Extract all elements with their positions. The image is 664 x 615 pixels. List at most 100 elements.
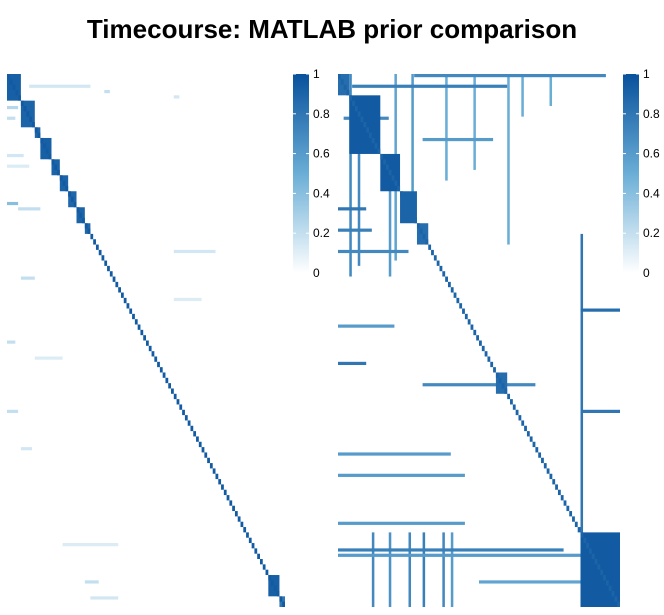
heatmap-diagonal-cell-31: [425, 239, 429, 245]
heatmap-diagonal-cell-65: [521, 420, 525, 426]
heatmap-diagonal-cell-13: [43, 143, 46, 149]
colorbar-tick-label: 0.8: [643, 107, 660, 121]
heatmap-diagonal-cell-25: [76, 207, 80, 213]
heatmap-diagonal-cell-7: [357, 111, 361, 117]
heatmap-diagonal-cell-9: [32, 121, 35, 128]
heatmap-diagonal-cell-73: [543, 463, 547, 469]
heatmap-diagonal-cell-45: [132, 313, 135, 320]
heatmap-row-segment-13: [338, 473, 465, 477]
heatmap-diagonal-cell-35: [436, 260, 440, 266]
heatmap-diagonal-cell-61: [176, 399, 180, 405]
heatmap-diagonal-cell-0: [7, 74, 10, 80]
heatmap-row-segment-1: [352, 84, 508, 88]
heatmap-diagonal-cell-33: [98, 249, 102, 256]
heatmap-diagonal-cell-24: [405, 201, 409, 208]
heatmap-row-segment-2: [104, 89, 110, 94]
heatmap-diagonal-cell-93: [265, 569, 269, 576]
heatmap-diagonal-cell-99: [282, 601, 285, 607]
heatmap-diagonal-cell-4: [349, 95, 353, 101]
heatmap-row-segment-8: [338, 324, 395, 328]
heatmap-diagonal-cell-22: [68, 191, 71, 197]
heatmap-diagonal-cell-27: [82, 217, 85, 224]
colorbar-tick-label: 0.2: [643, 226, 660, 240]
heatmap-diagonal-cell-38: [112, 276, 116, 282]
heatmap-diagonal-cell-70: [201, 447, 205, 453]
heatmap-diagonal-cell-10: [34, 127, 38, 133]
heatmap-row-segment-18: [90, 596, 119, 600]
heatmap-row-segment-4: [338, 207, 367, 211]
heatmap-stripe-6: [473, 74, 476, 170]
heatmap-diagonal-cell-20: [394, 180, 398, 186]
heatmap-diagonal-cell-50: [146, 340, 149, 346]
heatmap-row-segment-14: [338, 521, 465, 525]
heatmap-diagonal-cell-38: [445, 276, 448, 282]
heatmap-diagonal-cell-31: [93, 239, 96, 245]
heatmap-diagonal-cell-50: [479, 340, 482, 346]
heatmap-diagonal-cell-48: [473, 329, 477, 336]
heatmap-diagonal-cell-70: [535, 447, 539, 453]
heatmap-diagonal-cell-43: [126, 303, 130, 309]
heatmap-diagonal-cell-83: [237, 516, 241, 522]
heatmap-stripe-16: [450, 532, 454, 607]
heatmap-diagonal-cell-83: [572, 516, 575, 522]
heatmap-diagonal-cell-30: [422, 233, 426, 240]
heatmap-diagonal-cell-67: [193, 431, 197, 437]
heatmap-diagonal-cell-8: [29, 116, 33, 122]
heatmap-diagonal-cell-37: [442, 271, 446, 277]
heatmap-diagonal-cell-29: [87, 228, 91, 234]
colorbar-gradient: [293, 74, 309, 273]
heatmap-diagonal-cell-2: [343, 84, 347, 90]
heatmap-diagonal-cell-76: [552, 479, 556, 485]
heatmap-diagonal-cell-18: [57, 169, 60, 176]
heatmap-diagonal-cell-62: [179, 404, 183, 410]
heatmap-diagonal-cell-26: [411, 212, 415, 218]
heatmap-stripe-7: [507, 74, 510, 245]
heatmap-diagonal-cell-81: [566, 505, 570, 512]
heatmap-diagonal-cell-87: [583, 537, 587, 544]
heatmap-diagonal-cell-52: [484, 351, 488, 357]
colorbar-tick-label: 0.8: [313, 107, 330, 121]
colorbar-tick-label: 0.2: [313, 226, 330, 240]
heatmap-diagonal-cell-91: [259, 559, 263, 565]
heatmap-diagonal-cell-57: [165, 377, 169, 384]
heatmap-diagonal-cell-34: [433, 255, 437, 261]
heatmap-diagonal-cell-88: [251, 543, 255, 549]
heatmap-diagonal-cell-49: [476, 335, 479, 341]
heatmap-diagonal-cell-94: [268, 575, 272, 581]
heatmap-diagonal-cell-37: [109, 271, 113, 277]
heatmap-diagonal-cell-75: [215, 473, 219, 480]
heatmap-diagonal-cell-53: [154, 356, 158, 362]
heatmap-diagonal-cell-91: [594, 559, 598, 565]
heatmap-diagonal-cell-80: [563, 500, 567, 506]
heatmap-diagonal-cell-54: [157, 361, 160, 368]
heatmap-diagonal-cell-2: [12, 84, 16, 90]
heatmap-stripe-9: [549, 74, 553, 106]
heatmap-diagonal-cell-23: [70, 196, 74, 202]
heatmap-diagonal-cell-40: [450, 287, 454, 293]
heatmap-stripe-14: [422, 532, 426, 607]
heatmap-diagonal-cell-46: [134, 319, 138, 325]
heatmap-diagonal-cell-94: [603, 575, 606, 581]
heatmap-diagonal-cell-36: [439, 265, 443, 272]
heatmap-diagonal-cell-68: [529, 436, 533, 442]
heatmap-row-segment-15: [338, 548, 564, 552]
heatmap-diagonal-cell-82: [234, 511, 238, 517]
heatmap-row-segment-10: [20, 276, 35, 280]
heatmap-diagonal-cell-80: [229, 500, 233, 506]
heatmap-diagonal-cell-47: [470, 324, 474, 330]
heatmap-row-segment-6: [7, 164, 30, 168]
heatmap-diagonal-cell-90: [591, 553, 595, 560]
heatmap-diagonal-cell-78: [223, 489, 227, 496]
heatmap-diagonal-cell-68: [196, 436, 199, 442]
heatmap-diagonal-cell-76: [218, 479, 222, 485]
heatmap-diagonal-cell-42: [456, 297, 460, 304]
heatmap-diagonal-cell-29: [419, 228, 423, 234]
heatmap-diagonal-cell-79: [560, 495, 564, 501]
heatmap-diagonal-cell-64: [184, 415, 188, 421]
heatmap-diagonal-cell-21: [397, 185, 401, 192]
heatmap-row-segment-6: [338, 249, 409, 254]
heatmap-diagonal-cell-59: [171, 388, 174, 394]
heatmap-diagonal-cell-85: [243, 527, 247, 533]
heatmap-diagonal-cell-21: [65, 185, 69, 192]
colorbar-tick-label: 0.4: [643, 186, 660, 200]
